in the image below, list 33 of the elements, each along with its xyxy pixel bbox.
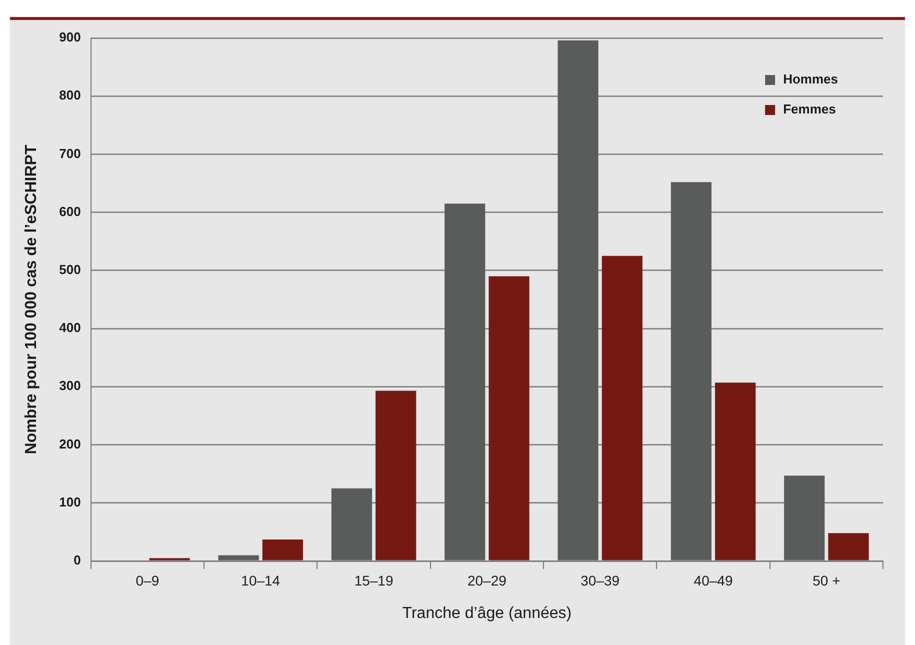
- x-axis-title: Tranche d’âge (années): [402, 604, 572, 622]
- y-tick-label: 400: [59, 320, 81, 336]
- bar: [715, 382, 756, 560]
- x-tick-label: 30–39: [580, 572, 620, 588]
- x-tick-label: 0–9: [136, 572, 160, 588]
- bar: [784, 476, 825, 560]
- x-tick-label: 40–49: [694, 572, 733, 588]
- x-tick-label: 15–19: [354, 572, 394, 588]
- y-axis-title: Nombre pour 100 000 cas de l’eSCHIRPT: [23, 144, 40, 454]
- bar: [331, 488, 372, 560]
- bar: [444, 204, 486, 560]
- x-tick-label: 10–14: [241, 572, 280, 588]
- bar: [262, 540, 303, 560]
- x-tick-label: 50 +: [812, 572, 840, 588]
- y-tick-label: 600: [59, 204, 81, 219]
- bar: [488, 276, 530, 560]
- y-tick-label: 0: [74, 552, 81, 568]
- y-tick-label: 100: [59, 494, 81, 510]
- bar: [602, 256, 642, 560]
- bar: [558, 40, 598, 560]
- y-tick-label: 300: [59, 378, 81, 394]
- bar: [670, 182, 712, 560]
- bar: [218, 555, 259, 560]
- legend-label: Femmes: [783, 102, 836, 117]
- bar: [828, 533, 869, 560]
- y-tick-label: 900: [59, 30, 81, 45]
- y-tick-label: 500: [59, 262, 81, 278]
- y-tick-label: 800: [59, 88, 81, 103]
- y-tick-label: 700: [59, 146, 81, 161]
- x-tick-label: 20–29: [467, 572, 507, 588]
- bar: [376, 390, 416, 560]
- legend-label: Hommes: [783, 72, 838, 87]
- y-tick-label: 200: [59, 436, 81, 452]
